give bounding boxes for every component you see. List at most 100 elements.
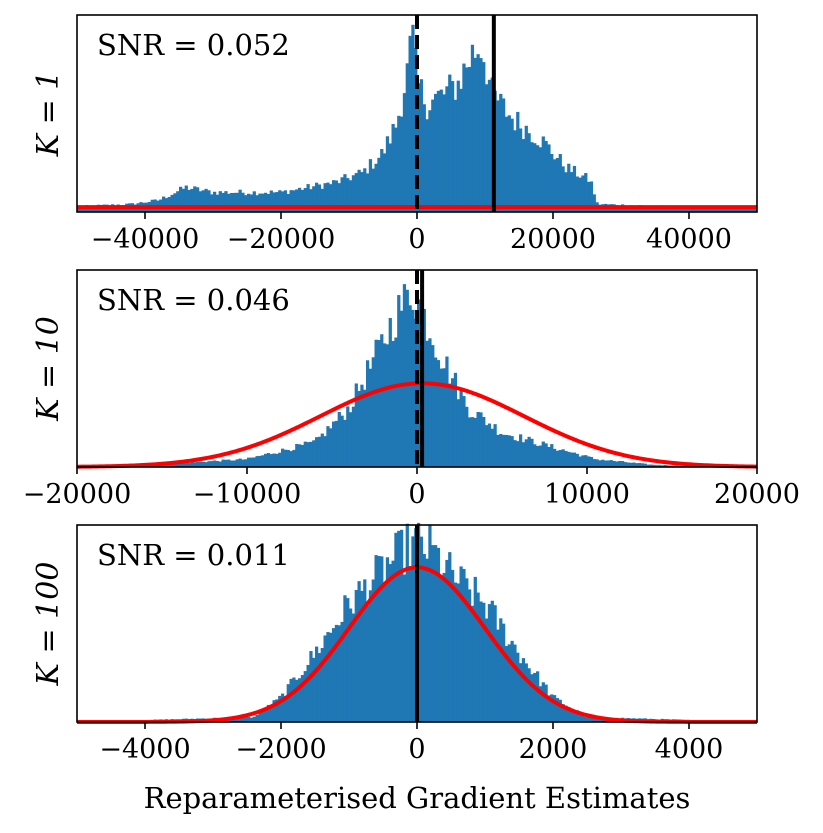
histogram-bar [516, 111, 520, 212]
histogram-bar [292, 190, 296, 212]
histogram-bar [547, 144, 551, 212]
histogram-bar [643, 463, 647, 467]
histogram-bar [309, 189, 313, 212]
histogram-bar [317, 653, 322, 722]
histogram-bar [513, 644, 517, 722]
histogram-bar [638, 463, 642, 467]
histogram-bar [164, 198, 169, 212]
histogram-bar [357, 169, 361, 212]
histogram-bar [215, 194, 220, 212]
histogram-bar [388, 317, 392, 467]
histogram-bar [298, 444, 302, 467]
histogram-bar [326, 426, 330, 467]
x-tick-label: 20000 [714, 479, 800, 510]
histogram-bar [238, 458, 242, 467]
histogram-bar [632, 462, 636, 467]
histogram-bar [213, 191, 217, 212]
y-axis-label: K = 100 [31, 562, 66, 687]
histogram-bar [507, 115, 511, 212]
histogram-bar [329, 632, 333, 722]
histogram-bar [300, 444, 305, 467]
histogram-bar [694, 206, 698, 212]
histogram-bar [567, 706, 571, 722]
histogram-bar [176, 191, 180, 212]
histogram-bar [383, 153, 387, 212]
histogram-bar [306, 442, 310, 467]
histogram-bar [187, 189, 191, 212]
histogram-bar [451, 569, 455, 722]
histogram-bar [303, 188, 307, 212]
histogram-bar [456, 80, 460, 212]
histogram-bar [306, 664, 310, 722]
histogram-bar [377, 157, 381, 212]
histogram-bar [547, 446, 551, 467]
histogram-bar [354, 589, 358, 722]
histogram-bar [439, 368, 443, 467]
histogram-bar [740, 206, 744, 212]
histogram-bar [422, 104, 426, 212]
histogram-bar [323, 436, 327, 467]
histogram-bar [589, 716, 594, 722]
histogram-bar [326, 632, 330, 722]
histogram-bar [329, 428, 333, 467]
histogram-bar [281, 448, 285, 467]
histogram-bar [289, 451, 293, 467]
x-tick-label: −10000 [193, 479, 302, 510]
histogram-bar [323, 183, 327, 212]
histogram-bar [425, 119, 429, 212]
histogram-bar [201, 461, 205, 467]
histogram-bar [436, 90, 441, 212]
histogram-bar [561, 449, 565, 467]
histogram-bar [745, 206, 749, 212]
histogram-bar [298, 187, 302, 212]
histogram-bar [371, 357, 375, 467]
x-tick-label: −40000 [91, 224, 200, 255]
histogram-bar [247, 193, 251, 212]
histogram-bar [459, 566, 463, 722]
histogram-bar [266, 453, 271, 467]
histogram-bar [629, 462, 633, 467]
histogram-bar [181, 462, 186, 467]
histogram-bar [244, 459, 248, 467]
histogram-bar [346, 598, 350, 722]
histogram-bar [490, 428, 494, 467]
histogram-bar [300, 675, 305, 722]
panel-k1: −40000 −20000 0 20000 40000 SNR = 0.052 K = 1 [31, 14, 758, 255]
histogram-bar [487, 604, 492, 722]
histogram-bar [485, 618, 489, 722]
histogram-bar [213, 460, 217, 467]
histogram-bar [337, 411, 341, 467]
histogram-bar [170, 463, 174, 467]
histogram-bar [366, 173, 370, 212]
histogram-bar [391, 341, 395, 467]
histogram-bar [218, 191, 222, 212]
histogram-bar [530, 438, 534, 467]
histogram-bar [604, 460, 608, 467]
histogram-bar [555, 450, 560, 467]
histogram-bar [303, 441, 307, 467]
histogram-bar [326, 182, 330, 212]
histogram-bar [572, 709, 577, 722]
histogram-bar [482, 62, 486, 213]
histogram-bar [349, 412, 353, 467]
histogram-bar [286, 194, 290, 212]
histogram-bar [570, 452, 574, 467]
histogram-bar [351, 613, 356, 722]
histogram-bar [315, 437, 319, 467]
histogram-bar [349, 180, 353, 212]
histogram-bar [264, 453, 268, 467]
histogram-bar [479, 58, 483, 213]
histogram-bar [255, 715, 259, 722]
histogram-bar [275, 192, 279, 212]
histogram-bar [190, 461, 194, 467]
histogram-bar [247, 457, 251, 467]
histogram-bar [521, 658, 526, 722]
histogram-bar [295, 444, 299, 467]
histogram-bar [224, 459, 228, 467]
histogram-bar [275, 453, 279, 467]
histogram-bar [221, 192, 225, 212]
histogram-bar [244, 195, 248, 212]
histogram-bar [198, 461, 203, 467]
histogram-bar [354, 173, 358, 212]
histogram-bar [451, 378, 455, 467]
